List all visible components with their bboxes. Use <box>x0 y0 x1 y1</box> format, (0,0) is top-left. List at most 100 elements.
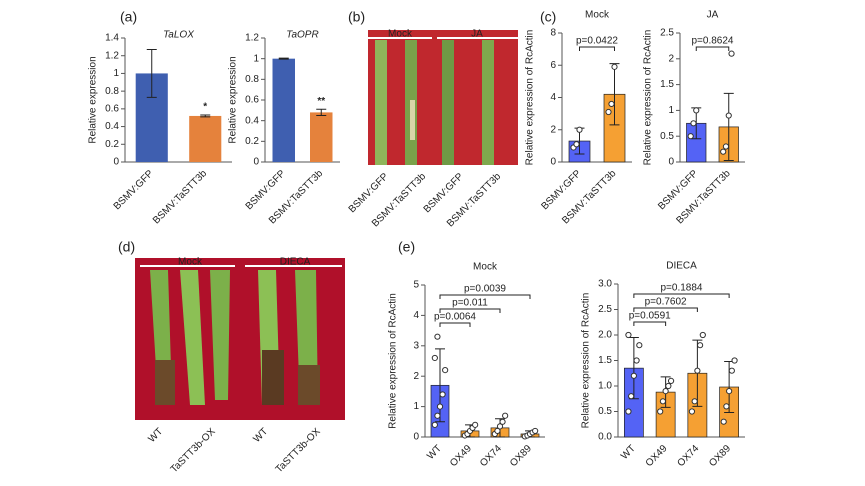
error-bar <box>200 114 211 118</box>
y-tick-label: 0.6 <box>245 95 259 106</box>
data-point <box>625 331 632 339</box>
y-tick-label: 0.0 <box>598 432 612 443</box>
chart-title: Mock <box>585 10 610 21</box>
y-tick-label: 0 <box>413 432 419 443</box>
y-tick-label: 2 <box>413 371 419 382</box>
data-point <box>731 357 738 364</box>
x-tick-label: OX89 <box>707 443 733 469</box>
y-tick-label: 1 <box>113 68 119 79</box>
y-tick-label: 1.2 <box>245 33 259 44</box>
photo-group-label: Mock <box>388 29 413 40</box>
y-tick-label: 6 <box>550 60 556 71</box>
y-tick-label: 1 <box>668 105 674 116</box>
x-tick-label: OX49 <box>644 443 670 469</box>
comparison-bracket <box>633 307 698 312</box>
y-tick-label: 1.4 <box>105 33 119 44</box>
y-tick-label: 0.5 <box>598 406 612 417</box>
p-value-label: p=0.011 <box>452 298 488 309</box>
data-point <box>699 331 706 339</box>
photo-category-label: WT <box>251 426 270 445</box>
chart-title: TaOPR <box>286 30 318 41</box>
data-point <box>720 418 727 425</box>
y-tick-label: 1 <box>253 53 259 64</box>
y-tick-label: 0.2 <box>245 136 259 147</box>
data-point <box>691 398 698 405</box>
data-point <box>628 393 635 400</box>
y-tick-label: 2 <box>668 53 674 64</box>
p-value-label: p=0.1884 <box>661 283 703 294</box>
data-point <box>688 408 696 415</box>
significance-label: * <box>203 102 207 113</box>
y-axis-label: Relative expression of RcActin <box>643 30 654 166</box>
y-tick-label: 0 <box>668 157 674 168</box>
y-axis-label: Relative expression of RcActin <box>525 30 536 166</box>
bar <box>189 115 222 162</box>
y-tick-label: 1 <box>413 401 419 412</box>
comparison-bracket <box>633 321 667 326</box>
data-point <box>690 120 697 127</box>
y-axis-label: Relative expression of RcActin <box>388 293 399 429</box>
data-point <box>657 408 664 415</box>
data-point <box>608 100 615 108</box>
y-tick-label: 4 <box>413 310 419 321</box>
error-bar <box>278 57 289 60</box>
y-tick-label: 1.0 <box>598 381 612 392</box>
data-point <box>728 367 735 374</box>
data-point <box>659 398 667 405</box>
data-point <box>611 63 618 70</box>
comparison-bracket <box>579 46 615 51</box>
x-tick-label: BSMV:TaSTT3b <box>151 168 210 227</box>
data-point <box>693 107 700 114</box>
photo-group-label: DIECA <box>280 257 311 268</box>
data-point <box>725 112 732 119</box>
chart-title: TaLOX <box>163 30 194 41</box>
y-tick-label: 4 <box>550 92 556 103</box>
y-tick-label: 3.0 <box>598 279 612 290</box>
y-tick-label: 2.5 <box>660 28 674 39</box>
data-point <box>434 412 441 419</box>
panel-label: (a) <box>120 9 137 25</box>
comparison-bracket <box>695 46 730 51</box>
photo-category-label: WT <box>146 426 165 445</box>
data-point <box>439 391 446 398</box>
p-value-label: p=0.0039 <box>464 284 506 295</box>
data-point <box>723 403 730 410</box>
data-point <box>436 403 444 410</box>
x-tick-label: OX74 <box>478 443 504 469</box>
data-point <box>696 342 704 349</box>
data-point <box>576 126 583 133</box>
panel-label: (c) <box>540 9 556 25</box>
y-tick-label: 0.6 <box>105 103 119 114</box>
x-tick-label: BSMV:GFP <box>112 168 156 212</box>
y-tick-label: 0 <box>550 157 556 168</box>
photo-category-label: TaSTT3b-OX <box>169 426 218 475</box>
comparison-bracket <box>439 322 471 327</box>
data-point <box>728 50 735 57</box>
chart-title: Mock <box>473 262 498 273</box>
comparison-bracket <box>439 294 531 299</box>
panel-label: (d) <box>118 239 135 255</box>
y-tick-label: 0 <box>113 157 119 168</box>
photo-group-label: JA <box>471 29 483 40</box>
data-point <box>431 354 438 362</box>
panel-label: (b) <box>348 9 365 25</box>
bar <box>310 112 333 162</box>
photo-category-label: TaSTT3b-OX <box>274 426 323 475</box>
error-bar <box>609 63 620 126</box>
y-tick-label: 0 <box>253 157 259 168</box>
y-axis-label: Relative expression <box>88 56 99 143</box>
data-point <box>726 388 733 395</box>
x-tick-label: WT <box>619 443 638 462</box>
bar <box>272 58 295 162</box>
data-point <box>434 333 441 340</box>
data-point <box>625 408 632 415</box>
p-value-label: p=0.0064 <box>434 312 476 323</box>
y-tick-label: 1.5 <box>598 355 612 366</box>
y-tick-label: 0.4 <box>105 121 119 132</box>
y-tick-label: 1.5 <box>660 79 674 90</box>
data-point <box>442 367 449 374</box>
data-point <box>662 388 669 395</box>
data-point <box>496 423 504 430</box>
data-point <box>665 382 672 390</box>
